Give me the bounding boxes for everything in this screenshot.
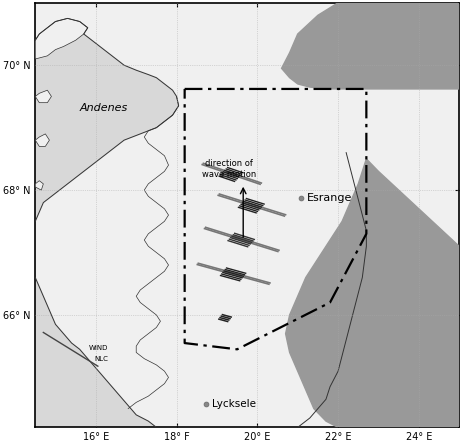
Polygon shape	[35, 18, 88, 59]
Polygon shape	[286, 159, 459, 427]
Text: direction of
wave motion: direction of wave motion	[202, 159, 256, 179]
Polygon shape	[281, 3, 459, 89]
Polygon shape	[35, 34, 179, 221]
Text: Lycksele: Lycksele	[212, 399, 255, 409]
Polygon shape	[35, 3, 157, 427]
Polygon shape	[35, 90, 51, 103]
Text: WIND: WIND	[89, 345, 108, 351]
Polygon shape	[35, 181, 43, 190]
Text: NLC: NLC	[95, 356, 109, 362]
Text: Andenes: Andenes	[79, 103, 128, 113]
Text: Esrange: Esrange	[307, 193, 352, 202]
Polygon shape	[35, 134, 49, 146]
Polygon shape	[35, 3, 459, 427]
